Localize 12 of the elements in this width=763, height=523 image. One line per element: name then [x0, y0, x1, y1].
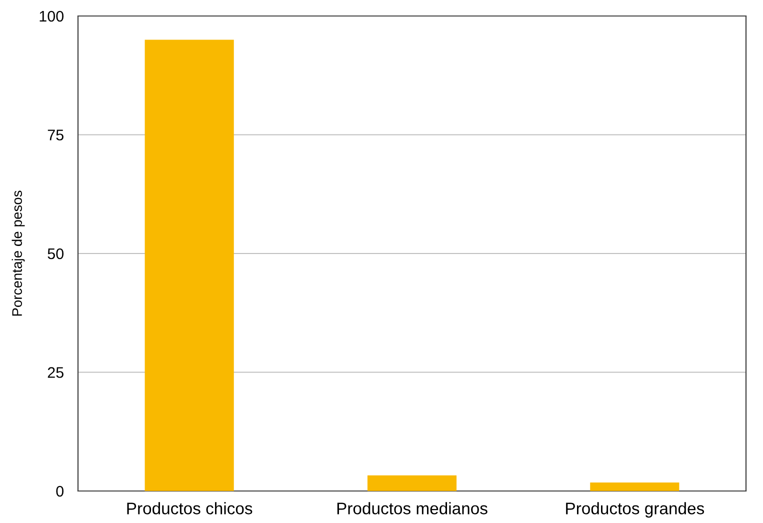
y-tick-label: 100 [40, 10, 64, 22]
x-tick-label: Productos grandes [566, 502, 704, 518]
bar [367, 475, 457, 491]
bar [590, 482, 680, 491]
x-tick-label: Productos medianos [337, 502, 488, 514]
bar [144, 40, 234, 491]
y-tick-label: 50 [48, 248, 64, 260]
y-axis-title: Porcentaje de pesos [12, 190, 25, 316]
y-tick-label: 25 [48, 367, 64, 378]
y-tick-label: 0 [56, 486, 64, 497]
x-tick-label: Productos chicos [127, 502, 252, 514]
y-tick-label: 75 [48, 130, 64, 140]
